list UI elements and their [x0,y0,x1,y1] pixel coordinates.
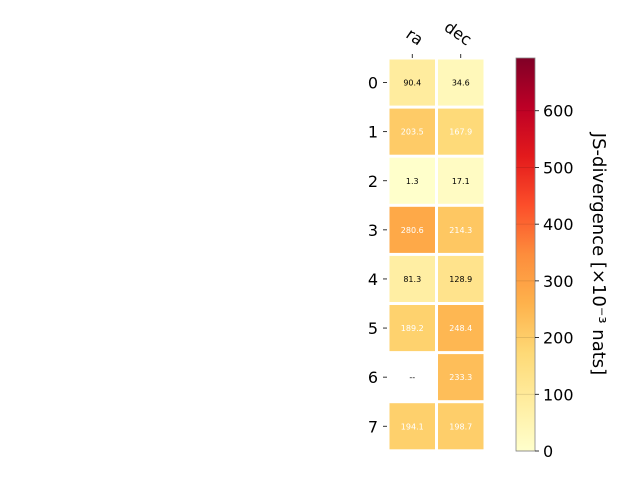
heatmap-cell-label: 198.7 [449,422,472,431]
heatmap-cell [389,157,435,204]
colorbar-tick-label: 200 [543,329,574,348]
colorbar-tick-label: 400 [543,215,574,234]
heatmap-cell-label: 214.3 [449,226,472,235]
heatmap-cell-label: 128.9 [449,275,472,284]
heatmap-cell-label: 90.4 [403,79,421,88]
heatmap-cell [389,108,435,155]
colorbar-label: JS-divergence [×10⁻³ nats] [588,132,609,375]
colorbar-tick-label: 600 [543,102,574,121]
heatmap-cell-label: 17.1 [452,177,470,186]
heatmap-cell [389,255,435,302]
y-tick-label: 4 [368,270,378,289]
heatmap-cell-label: 167.9 [449,128,472,137]
heatmap-cell-label: -- [409,373,415,382]
colorbar-tick-label: 100 [543,385,574,404]
heatmap-cell-label: 248.4 [449,324,472,333]
heatmap-cell [389,206,435,253]
y-tick-label: 7 [368,417,378,436]
colorbar-gradient [515,57,536,452]
heatmap-cell-label: 280.6 [401,226,424,235]
heatmap-cell-label: 194.1 [401,422,424,431]
heatmap-cell-label: 34.6 [452,79,470,88]
y-tick-label: 1 [368,123,378,142]
heatmap-cell [389,59,435,106]
heatmap-cell [438,108,484,155]
colorbar-tick-label: 0 [543,442,553,461]
y-tick-label: 6 [368,368,378,387]
y-tick-label: 5 [368,319,378,338]
x-axis-ticks: ra dec [403,17,475,58]
heatmap-cell [438,403,484,450]
y-axis-ticks: 0 1 2 3 4 5 6 7 [368,74,387,436]
heatmap-cell-label: 203.5 [401,128,424,137]
x-tick-label: ra [403,24,427,49]
colorbar-ticks: 0 100 200 300 400 500 600 [516,102,574,461]
heatmap-cell [438,59,484,106]
heatmap-cell [438,157,484,204]
y-tick-label: 2 [368,172,378,191]
heatmap-cell [438,354,484,401]
heatmap-cell-labels: 90.4 34.6 203.5 167.9 1.3 17.1 280.6 214.3 81.3 1… [401,79,472,432]
colorbar-tick-label: 300 [543,272,574,291]
heatmap-cell [389,403,435,450]
heatmap-cell [438,206,484,253]
heatmap-cell [438,255,484,302]
heatmap-cell-label: 81.3 [403,275,421,284]
x-tick-label: dec [441,17,475,49]
heatmap-cells [389,59,484,450]
y-tick-label: 3 [368,221,378,240]
heatmap-cell-label: 233.3 [449,373,472,382]
colorbar-tick-label: 500 [543,158,574,177]
heatmap-cell-label: 189.2 [401,324,424,333]
heatmap-cell [389,305,435,352]
colorbar: 0 100 200 300 400 500 600 JS-divergence [×10⁻³… [515,57,609,461]
heatmap-cell-label: 1.3 [406,177,419,186]
heatmap-cell [438,305,484,352]
y-tick-label: 0 [368,74,378,93]
